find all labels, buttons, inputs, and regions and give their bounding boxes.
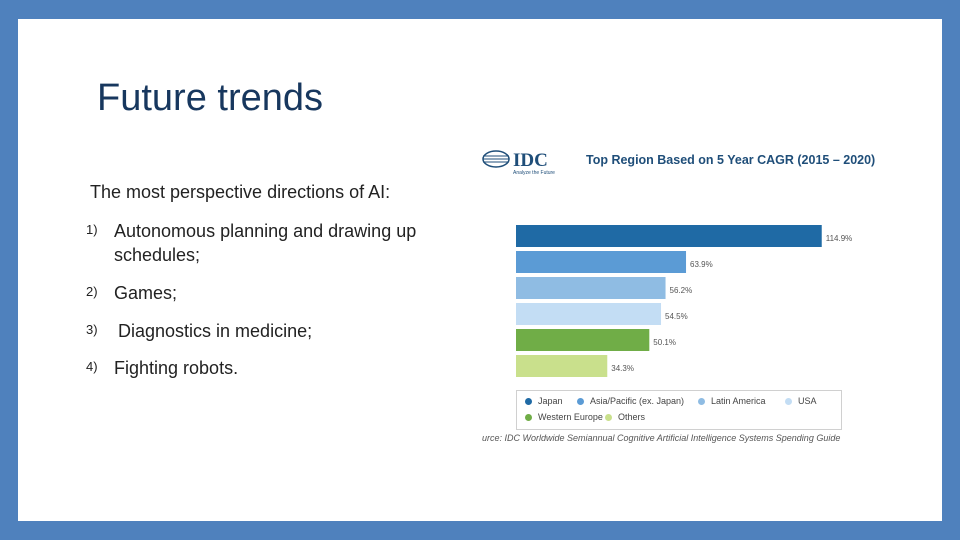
- logo-tagline: Analyze the Future: [513, 170, 555, 176]
- legend-label: Asia/Pacific (ex. Japan): [590, 396, 685, 406]
- chart-title: Top Region Based on 5 Year CAGR (2015 – …: [586, 153, 876, 167]
- legend-swatch: [785, 398, 792, 405]
- intro-text: The most perspective directions of AI:: [90, 182, 391, 202]
- bar-latin-america: [516, 277, 666, 299]
- list-text: Diagnostics in medicine;: [118, 321, 313, 341]
- legend-item: Latin America: [698, 396, 766, 406]
- legend-item: Asia/Pacific (ex. Japan): [577, 396, 684, 406]
- bar-others: [516, 355, 608, 377]
- legend-label: Latin America: [711, 396, 766, 406]
- slide-title: Future trends: [97, 77, 323, 119]
- bar-usa: [516, 303, 662, 325]
- list-text: Games;: [114, 283, 178, 303]
- legend-swatch: [605, 414, 612, 421]
- legend-swatch: [525, 398, 532, 405]
- legend-swatch: [698, 398, 705, 405]
- list-number: 4): [86, 359, 98, 374]
- list-number: 3): [86, 322, 98, 337]
- bar-value-label: 50.1%: [653, 338, 676, 347]
- legend-item: Western Europe: [525, 412, 603, 422]
- legend-swatch: [577, 398, 584, 405]
- list-number: 1): [86, 222, 98, 237]
- chart-figure: IDC Analyze the Future Top Region Based …: [480, 147, 880, 447]
- bar-western-europe: [516, 329, 650, 351]
- bar-japan: [516, 225, 822, 247]
- legend-item: USA: [785, 396, 817, 406]
- legend-label: Western Europe: [538, 412, 603, 422]
- legend-swatch: [525, 414, 532, 421]
- bar-value-label: 34.3%: [611, 364, 634, 373]
- idc-logo: IDC Analyze the Future: [482, 150, 555, 176]
- bar-chart: 114.9% 63.9% 56.2% 54.5% 50.1% 34.3%: [516, 225, 853, 377]
- list-number: 2): [86, 284, 98, 299]
- slide: Future trends The most perspective direc…: [18, 19, 942, 521]
- legend-item: Japan: [525, 396, 563, 406]
- bar-value-label: 114.9%: [826, 234, 853, 243]
- bar-value-label: 56.2%: [670, 286, 693, 295]
- legend-label: USA: [798, 396, 817, 406]
- bar-value-label: 63.9%: [690, 260, 713, 269]
- legend-label: Others: [618, 412, 646, 422]
- chart-legend: Japan Asia/Pacific (ex. Japan) Latin Ameri…: [516, 390, 842, 430]
- bar-value-label: 54.5%: [665, 312, 688, 321]
- logo-text: IDC: [513, 150, 548, 171]
- list-text: Fighting robots.: [114, 358, 239, 378]
- list-text: Autonomous planning and drawing up sched…: [114, 221, 417, 265]
- legend-label: Japan: [538, 396, 563, 406]
- legend-item: Others: [605, 412, 645, 422]
- source-note: urce: IDC Worldwide Semiannual Cognitive…: [482, 433, 841, 443]
- bar-asia-pacific-ex-japan: [516, 251, 687, 273]
